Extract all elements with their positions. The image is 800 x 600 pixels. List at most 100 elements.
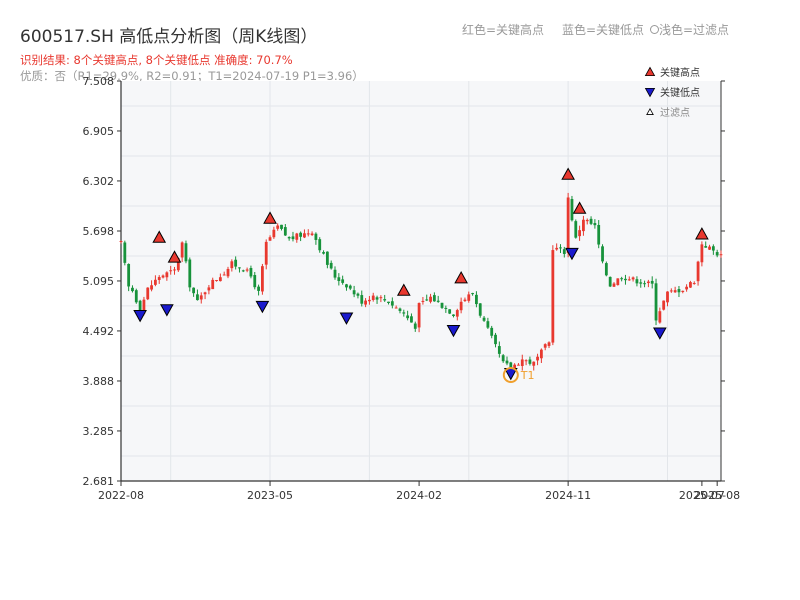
candle-body bbox=[211, 279, 215, 290]
candle-body bbox=[410, 316, 413, 323]
candle-body bbox=[261, 266, 264, 292]
candle-body bbox=[677, 289, 681, 293]
candle-body bbox=[383, 299, 387, 301]
candle-body bbox=[364, 300, 367, 305]
candle-body bbox=[532, 361, 536, 366]
candle-body bbox=[348, 285, 352, 289]
x-tick-label: 2024-11 bbox=[545, 489, 591, 502]
x-tick-label: 2024-02 bbox=[396, 489, 442, 502]
candle-body bbox=[681, 290, 685, 292]
candle-body bbox=[436, 300, 440, 302]
candle-body bbox=[280, 224, 283, 229]
candle-body bbox=[215, 280, 218, 282]
legend-low-icon bbox=[644, 88, 656, 98]
y-tick-label: 5.698 bbox=[83, 225, 115, 238]
y-tick-label: 5.095 bbox=[83, 275, 115, 288]
candle-body bbox=[303, 233, 306, 238]
candle-body bbox=[593, 223, 597, 226]
candle-body bbox=[345, 284, 348, 288]
candle-body bbox=[708, 246, 711, 250]
candle-body bbox=[180, 242, 184, 258]
candle-body bbox=[192, 287, 196, 294]
candle-body bbox=[131, 287, 134, 292]
candle-body bbox=[134, 290, 138, 303]
candle-body bbox=[700, 244, 704, 263]
key-high-marker bbox=[572, 201, 587, 214]
candle-body bbox=[176, 258, 180, 271]
candle-body bbox=[497, 346, 501, 354]
candle-body bbox=[264, 241, 268, 265]
candle-body bbox=[218, 277, 222, 282]
candle-body bbox=[459, 301, 463, 311]
key-high-marker bbox=[167, 250, 182, 263]
candle-body bbox=[490, 327, 494, 336]
candle-body bbox=[341, 279, 345, 283]
candle-body bbox=[639, 282, 643, 284]
candle-body bbox=[375, 297, 379, 300]
candle-body bbox=[310, 233, 314, 236]
candle-body bbox=[501, 355, 505, 362]
candle-body bbox=[494, 334, 497, 345]
y-tick-label: 7.508 bbox=[83, 75, 115, 88]
key-high-marker bbox=[263, 211, 277, 224]
candles bbox=[119, 192, 723, 373]
candle-body bbox=[440, 302, 444, 308]
candle-body bbox=[127, 263, 131, 287]
candle-body bbox=[150, 285, 153, 290]
t1-ring bbox=[502, 367, 519, 384]
candle-body bbox=[536, 356, 539, 361]
candle-body bbox=[234, 259, 238, 267]
candle-body bbox=[692, 283, 696, 285]
candle-body bbox=[650, 280, 654, 284]
y-tick-label: 3.285 bbox=[83, 425, 115, 438]
candle-body bbox=[520, 359, 524, 366]
candle-body bbox=[325, 251, 329, 265]
key-low-marker bbox=[653, 327, 667, 340]
candle-body bbox=[669, 290, 673, 292]
candle-body bbox=[169, 270, 173, 272]
candle-body bbox=[631, 277, 635, 280]
candle-body bbox=[165, 272, 169, 278]
candle-body bbox=[452, 314, 455, 317]
legend-high-icon bbox=[644, 66, 656, 76]
candle-body bbox=[524, 360, 528, 362]
candle-body bbox=[226, 268, 230, 277]
candle-body bbox=[559, 247, 562, 249]
candle-body bbox=[287, 237, 291, 239]
key-high-marker bbox=[561, 167, 575, 180]
candle-body bbox=[711, 246, 715, 251]
top-legend-high: 红色=关键高点 bbox=[462, 23, 545, 37]
key-low-marker bbox=[160, 304, 174, 317]
candle-body bbox=[635, 279, 639, 284]
candle-body bbox=[276, 225, 280, 229]
top-legend-low: 蓝色=关键低点 bbox=[562, 23, 645, 37]
key-high-marker bbox=[695, 227, 709, 240]
candle-body bbox=[356, 293, 360, 296]
candle-body bbox=[570, 199, 574, 221]
candle-body bbox=[230, 261, 234, 269]
candle-body bbox=[253, 275, 257, 288]
key-low-marker bbox=[446, 324, 461, 338]
legend-label: 关键低点 bbox=[660, 86, 700, 99]
candle-body bbox=[658, 311, 662, 323]
top-legend-filtered: 浅色=过滤点 bbox=[650, 21, 729, 38]
candle-body bbox=[188, 259, 192, 288]
candle-body bbox=[673, 290, 677, 293]
key-high-marker bbox=[396, 283, 411, 296]
candle-body bbox=[421, 300, 425, 302]
y-tick-label: 6.302 bbox=[83, 175, 115, 188]
candle-body bbox=[509, 362, 513, 369]
key-low-marker bbox=[565, 247, 579, 261]
candle-body bbox=[272, 229, 276, 238]
candle-body bbox=[157, 277, 161, 281]
candle-body bbox=[318, 239, 322, 251]
chart-subtitle: 识别结果: 8个关键高点, 8个关键低点 准确度: 70.7% bbox=[20, 53, 293, 67]
candle-body bbox=[601, 246, 604, 262]
key-high-marker bbox=[152, 230, 167, 243]
candle-body bbox=[268, 237, 272, 241]
candle-body bbox=[245, 269, 249, 271]
candle-body bbox=[455, 310, 459, 317]
candle-body bbox=[475, 294, 478, 305]
key-high-marker bbox=[454, 271, 468, 284]
